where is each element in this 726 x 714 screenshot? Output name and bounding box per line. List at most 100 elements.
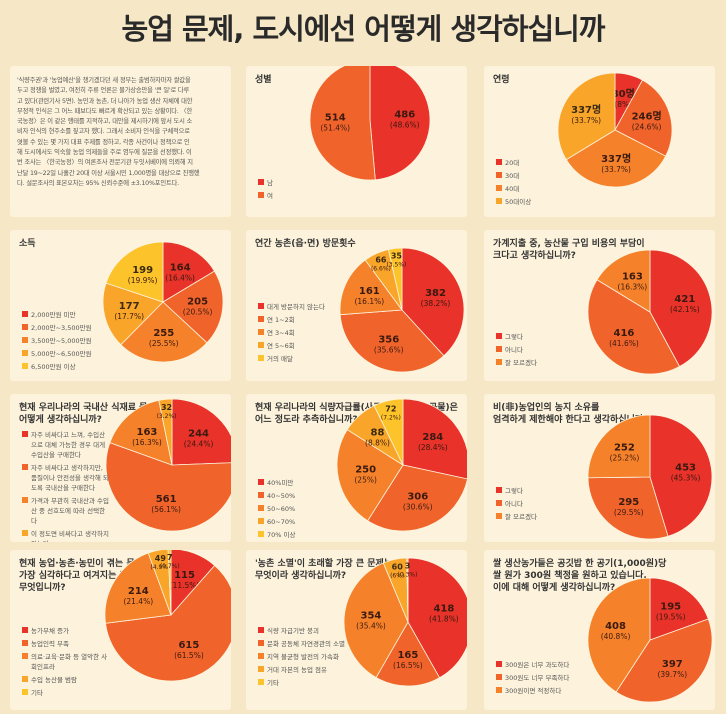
slice-percent-label: (38.2%) bbox=[421, 299, 451, 308]
legend-swatch bbox=[22, 431, 28, 437]
pie-slice bbox=[375, 621, 441, 687]
legend-swatch bbox=[258, 505, 264, 511]
chart-title-line: 현재 농업·농촌·농민이 겪는 문제 중 bbox=[19, 559, 155, 569]
pie-chart: 164(16.4%) 205(20.5%) 255(25.5%) 177(17.7%)… bbox=[102, 241, 224, 363]
legend-label: 30대 bbox=[505, 172, 520, 180]
legend-swatch bbox=[22, 530, 28, 536]
chart-title: 성별 bbox=[255, 74, 465, 86]
slice-percent-label: (16.1%) bbox=[354, 297, 384, 306]
legend-swatch bbox=[258, 666, 264, 672]
chart-title-line: '농촌 소멸'이 초래할 가장 큰 문제는 bbox=[255, 559, 393, 569]
legend-label: 연 1~2회 bbox=[267, 316, 295, 324]
legend-label: 문화 공동체 자연경관의 소멸 bbox=[267, 640, 345, 648]
legend-label: 300원은 너무 과도하다 bbox=[505, 661, 570, 669]
legend-swatch bbox=[258, 627, 264, 633]
legend-label: 70% 이상 bbox=[267, 531, 296, 539]
slice-percent-label: (11.5%) bbox=[170, 581, 200, 590]
intro-line: 고 있다(관련기사 5면). 농민과 농촌, 더 나아가 농업 생산 자체에 대… bbox=[17, 97, 193, 105]
slice-value-label: 244 bbox=[188, 428, 209, 439]
chart-legend: 300원은 너무 과도하다 300원도 너무 부족하다 300원이면 적정하다 bbox=[496, 660, 595, 699]
chart-title-line: 엄격하게 제한해야 한다고 생각하십니까? bbox=[493, 415, 649, 425]
intro-line: 두고 정쟁을 벌였고, 여전히 주류 언론은 물가상승만을 '큰 일'로 다루 bbox=[17, 87, 190, 95]
slice-value-label: 205 bbox=[187, 297, 208, 308]
pie-slice bbox=[387, 247, 403, 311]
slice-percent-label: (25%) bbox=[354, 475, 377, 484]
legend-item: 2,000만원 미만 bbox=[22, 310, 121, 320]
pie-slice bbox=[105, 442, 231, 532]
slice-percent-label: (20.5%) bbox=[183, 308, 213, 317]
slice-value-label: 453 bbox=[675, 463, 696, 474]
legend-item: 문화 공동체 자연경관의 소멸 bbox=[258, 639, 345, 649]
pie-slice bbox=[401, 247, 465, 357]
pie-slice bbox=[649, 414, 713, 537]
legend-item: 식량 자급기반 붕괴 bbox=[258, 626, 345, 636]
legend-item: 농업인력 부족 bbox=[22, 639, 109, 649]
pie-slice bbox=[615, 618, 713, 703]
pie-slice bbox=[587, 279, 681, 375]
legend-item: 60~70% bbox=[258, 517, 357, 527]
legend-label: 연 5~6회 bbox=[267, 342, 295, 350]
slice-percent-label: (33.7%) bbox=[571, 116, 601, 125]
pie-chart: 284(28.4%) 306(30.6%) 250(25%) 88(8.8%) 72(7… bbox=[336, 398, 467, 532]
pie-slice bbox=[557, 72, 616, 161]
legend-swatch bbox=[22, 311, 28, 317]
slice-value-label: 255 bbox=[153, 328, 174, 339]
intro-line: 엿볼 수 있는 몇 가지 대표 주제를 정하고, 각종 사건이나 정책으로 인 bbox=[17, 138, 190, 146]
chart-panel-price: 현재 우리나라의 국내산 식재료 물가를 어떻게 생각하십니까? 244 (24.4%… bbox=[10, 394, 231, 542]
legend-swatch bbox=[258, 492, 264, 498]
pie-chart: 115(11.5%) 615(61.5%) 214(21.4%) 49(4.9%) 7(… bbox=[104, 550, 231, 682]
legend-item: 잘 모르겠다 bbox=[496, 512, 595, 522]
legend-swatch bbox=[496, 159, 502, 165]
legend-label: 300원도 너무 부족하다 bbox=[505, 674, 570, 682]
legend-item: 가격과 무관히 국내산과 수입산 중 선호도에 따라 선택한다 bbox=[22, 496, 109, 526]
page-title: 농업 문제, 도시에선 어떻게 생각하십니까 bbox=[121, 12, 606, 46]
legend-item: 20대 bbox=[496, 158, 595, 168]
legend-item: 300원이면 적정하다 bbox=[496, 686, 595, 696]
slice-percent-label: (16.3%) bbox=[618, 283, 648, 292]
slice-value-label: 246명 bbox=[632, 109, 662, 122]
legend-swatch bbox=[258, 179, 264, 185]
pie-slice bbox=[158, 398, 173, 466]
pie-slice bbox=[596, 249, 651, 313]
slice-percent-label: (0.3%) bbox=[398, 572, 418, 579]
slice-percent-label: (39.7%) bbox=[657, 670, 687, 679]
legend-label: 3,500만~5,000만원 bbox=[31, 337, 92, 345]
chart-title-line: 무엇입니까? bbox=[19, 583, 66, 593]
legend-item: 의료·교육·문화 등 열악한 사회인프라 bbox=[22, 652, 109, 672]
legend-swatch bbox=[496, 500, 502, 506]
legend-swatch bbox=[22, 497, 28, 503]
legend-item: 2,000만~3,500만원 bbox=[22, 323, 121, 333]
legend-label: 5,000만~6,500만원 bbox=[31, 350, 92, 358]
legend-label: 그렇다 bbox=[505, 487, 523, 495]
slice-percent-label: (29.5%) bbox=[614, 508, 644, 517]
pie-chart: 453(45.3%) 295(29.5%) 252(25.2%) bbox=[587, 414, 713, 540]
chart-title: 현재 우리나라의 국내산 식재료 물가를 어떻게 생각하십니까? bbox=[19, 402, 229, 426]
slice-value-label: 421 bbox=[674, 294, 695, 305]
legend-label: 그렇다 bbox=[505, 333, 523, 341]
chart-title-line: 쌀 원가 300원 책정을 원하고 있습니다. bbox=[493, 571, 647, 581]
legend-swatch bbox=[258, 518, 264, 524]
legend-label: 60~70% bbox=[267, 518, 296, 526]
chart-legend: 농가부채 증가 농업인력 부족 의료·교육·문화 등 열악한 사회인프라 수입 농산물… bbox=[22, 626, 109, 701]
legend-item: 50~60% bbox=[258, 504, 357, 514]
slice-value-label: 615 bbox=[178, 640, 199, 651]
legend-item: 여 bbox=[258, 191, 357, 201]
legend-swatch bbox=[22, 689, 28, 695]
chart-panel-selfsuff: 현재 우리나라의 식량자급률(사료용을 제외한 곡물)은 어느 정도라 추측하십니… bbox=[246, 394, 467, 542]
chart-legend: 식량 자급기반 붕괴 문화 공동체 자연경관의 소멸 지역 불균형 발전의 가속화 거… bbox=[258, 626, 345, 691]
legend-swatch bbox=[258, 531, 264, 537]
legend-label: 자주 비싸다고 생각하지만, 품질이나 안전성을 생각해 되도록 국내산을 구매… bbox=[31, 464, 109, 492]
slice-percent-label: (8%) bbox=[614, 100, 632, 109]
legend-item: 40대 bbox=[496, 184, 595, 194]
legend-swatch bbox=[258, 342, 264, 348]
chart-title-line: 현재 우리나라의 식량자급률(사료용을 제외한 곡물)은 bbox=[255, 403, 458, 413]
chart-legend: 그렇다 아니다 잘 모르겠다 bbox=[496, 486, 595, 525]
slice-percent-label: (41.6%) bbox=[609, 339, 639, 348]
chart-panel-burden: 가계지출 중, 농산물 구입 비용의 부담이 크다고 생각하십니까? 421 (42.… bbox=[484, 230, 715, 381]
legend-label: 300원이면 적정하다 bbox=[505, 687, 562, 695]
legend-label: 이 정도면 비싸다고 생각하지 않는다 bbox=[31, 530, 109, 542]
legend-swatch bbox=[258, 192, 264, 198]
legend-label: 기타 bbox=[31, 689, 43, 697]
chart-panel-extinction: '농촌 소멸'이 초래할 가장 큰 문제는 무엇이라 생각하십니까? 418 (41.… bbox=[246, 550, 467, 710]
chart-legend: 그렇다 아니다 잘 모르겠다 bbox=[496, 332, 595, 371]
